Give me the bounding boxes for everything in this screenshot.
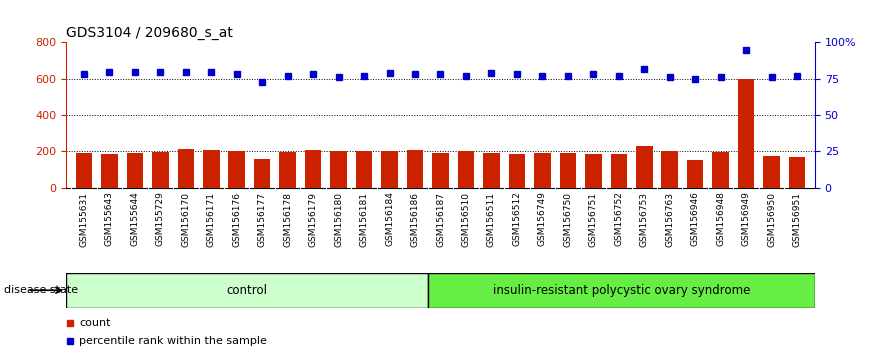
Text: GSM156171: GSM156171	[207, 192, 216, 246]
Text: GSM156512: GSM156512	[513, 192, 522, 246]
Text: GSM156763: GSM156763	[665, 192, 674, 246]
Bar	[662, 152, 678, 188]
Text: GSM156951: GSM156951	[793, 192, 802, 246]
Text: GDS3104 / 209680_s_at: GDS3104 / 209680_s_at	[66, 26, 233, 40]
Text: GSM155631: GSM155631	[79, 192, 88, 246]
Bar	[228, 152, 245, 188]
Text: GSM156180: GSM156180	[334, 192, 343, 246]
Bar	[585, 154, 602, 188]
Text: disease state: disease state	[4, 285, 78, 295]
Bar	[381, 152, 398, 188]
Bar	[66, 273, 427, 308]
Text: GSM156511: GSM156511	[487, 192, 496, 246]
Bar	[254, 160, 270, 188]
Text: GSM156752: GSM156752	[614, 192, 623, 246]
Bar	[407, 150, 423, 188]
Text: GSM155644: GSM155644	[130, 192, 139, 246]
Text: GSM156176: GSM156176	[233, 192, 241, 246]
Bar	[203, 150, 219, 188]
Text: control: control	[226, 284, 267, 297]
Bar	[483, 153, 500, 188]
Text: GSM156753: GSM156753	[640, 192, 648, 246]
Text: GSM156170: GSM156170	[181, 192, 190, 246]
Bar	[559, 153, 576, 188]
Text: GSM156510: GSM156510	[462, 192, 470, 246]
Text: GSM156949: GSM156949	[742, 192, 751, 246]
Bar	[152, 152, 168, 188]
Text: GSM156179: GSM156179	[308, 192, 318, 246]
Text: GSM156184: GSM156184	[385, 192, 394, 246]
Text: GSM156181: GSM156181	[359, 192, 368, 246]
Text: GSM156946: GSM156946	[691, 192, 700, 246]
Text: GSM155643: GSM155643	[105, 192, 114, 246]
Bar	[330, 152, 347, 188]
Bar	[636, 146, 653, 188]
Bar	[687, 160, 704, 188]
Text: GSM156751: GSM156751	[589, 192, 598, 246]
Text: count: count	[79, 318, 111, 328]
Text: GSM156750: GSM156750	[563, 192, 573, 246]
Bar	[356, 152, 373, 188]
Bar	[305, 150, 322, 188]
Bar	[427, 273, 815, 308]
Text: GSM156749: GSM156749	[538, 192, 547, 246]
Bar	[177, 149, 194, 188]
Text: GSM156186: GSM156186	[411, 192, 419, 246]
Text: GSM156187: GSM156187	[436, 192, 445, 246]
Bar	[101, 154, 118, 188]
Bar	[127, 153, 143, 188]
Bar	[508, 154, 525, 188]
Bar	[534, 153, 551, 188]
Bar	[279, 152, 296, 188]
Bar	[611, 154, 627, 188]
Bar	[76, 153, 93, 188]
Bar	[738, 79, 754, 188]
Bar	[788, 157, 805, 188]
Text: GSM155729: GSM155729	[156, 192, 165, 246]
Bar	[763, 156, 780, 188]
Text: GSM156178: GSM156178	[283, 192, 292, 246]
Text: GSM156948: GSM156948	[716, 192, 725, 246]
Text: insulin-resistant polycystic ovary syndrome: insulin-resistant polycystic ovary syndr…	[492, 284, 750, 297]
Text: percentile rank within the sample: percentile rank within the sample	[79, 336, 267, 346]
Bar	[713, 152, 729, 188]
Bar	[433, 153, 448, 188]
Text: GSM156950: GSM156950	[767, 192, 776, 246]
Bar	[458, 152, 474, 188]
Text: GSM156177: GSM156177	[258, 192, 267, 246]
